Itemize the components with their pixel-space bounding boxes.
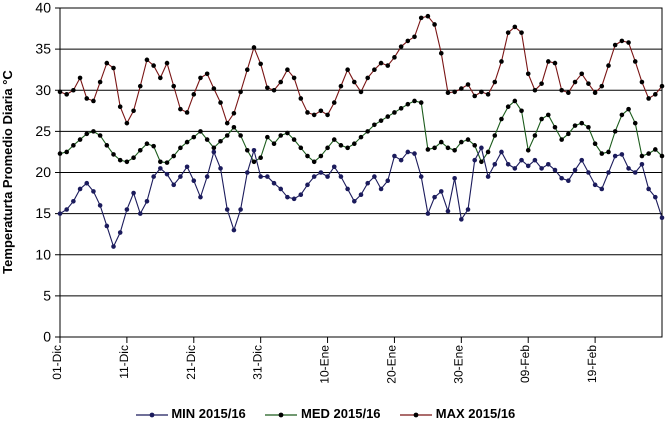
- svg-text:20-Ene: 20-Ene: [384, 345, 398, 384]
- svg-text:09-Feb: 09-Feb: [518, 345, 532, 383]
- svg-text:35: 35: [35, 41, 51, 57]
- svg-text:5: 5: [43, 287, 51, 303]
- svg-text:31-Dic: 31-Dic: [251, 345, 265, 380]
- svg-text:10: 10: [35, 246, 51, 262]
- svg-text:21-Dic: 21-Dic: [184, 345, 198, 380]
- svg-text:30-Ene: 30-Ene: [451, 345, 465, 384]
- svg-text:0: 0: [43, 329, 51, 345]
- svg-text:01-Dic: 01-Dic: [50, 345, 64, 380]
- svg-text:11-Dic: 11-Dic: [117, 345, 131, 379]
- svg-text:15: 15: [35, 205, 51, 221]
- svg-text:10-Ene: 10-Ene: [318, 345, 332, 384]
- svg-text:Temperaturta Promedio Diaria °: Temperaturta Promedio Diaria °C: [0, 70, 15, 274]
- svg-text:25: 25: [35, 123, 51, 139]
- svg-text:19-Feb: 19-Feb: [585, 345, 599, 383]
- svg-text:40: 40: [35, 0, 51, 16]
- svg-text:20: 20: [35, 164, 51, 180]
- svg-text:30: 30: [35, 82, 51, 98]
